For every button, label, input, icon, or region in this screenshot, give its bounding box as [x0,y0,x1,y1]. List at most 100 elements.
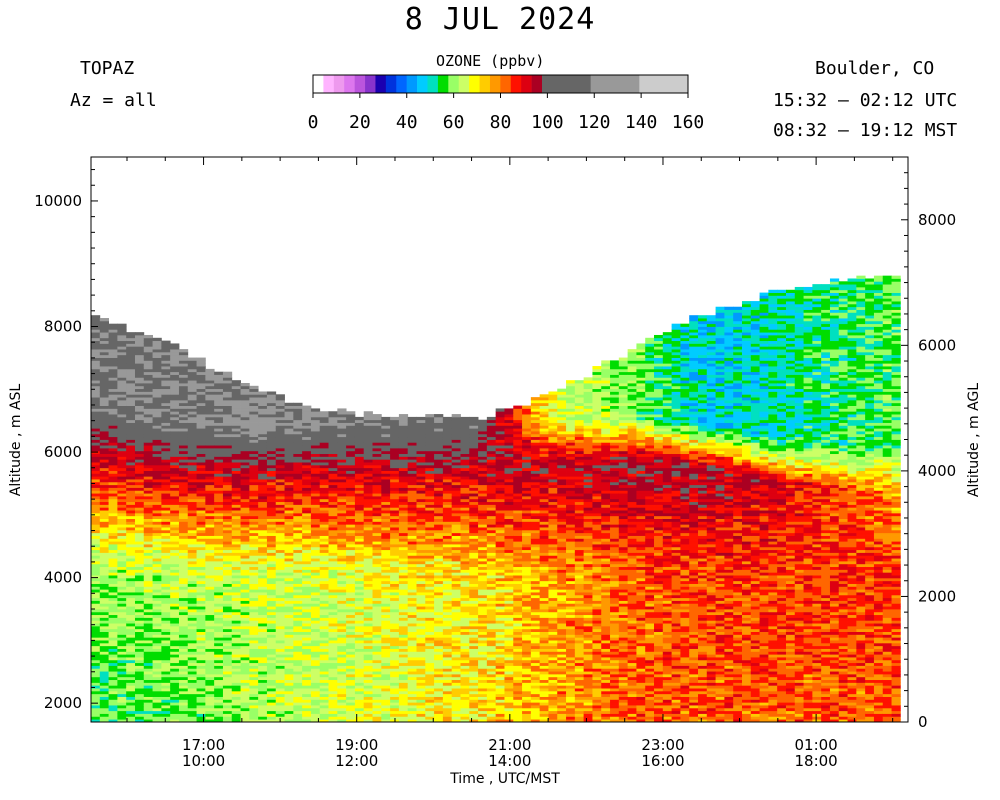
heatmap-cell [231,399,241,404]
heatmap-cell [117,515,127,519]
heatmap-cell [346,541,356,545]
heatmap-cell [354,625,365,630]
heatmap-cell [293,651,303,655]
heatmap-cell [398,705,409,709]
heatmap-cell [434,648,444,652]
heatmap-cell [170,580,180,584]
heatmap-cell [161,422,171,426]
heatmap-cell [354,507,365,511]
heatmap-cell [354,487,365,491]
heatmap-cell [196,645,206,649]
colorbar-swatch [344,75,355,93]
heatmap-cell [425,671,435,675]
heatmap-cell [407,541,417,545]
heatmap-cell [372,679,382,683]
heatmap-cell [390,611,400,616]
heatmap-cell [240,603,250,607]
heatmap-cell [152,662,162,666]
heatmap-cell [143,580,153,584]
heatmap-cell [214,459,224,463]
colorbar-swatch [406,75,418,93]
heatmap-cell [398,479,409,483]
heatmap-cell [99,558,109,562]
heatmap-cell [398,538,409,542]
heatmap-cell [240,682,250,686]
heatmap-cell [266,518,277,522]
heatmap-cell [196,416,206,421]
heatmap-cell [416,436,426,440]
heatmap-cell [108,609,118,613]
heatmap-cell [91,611,101,616]
heatmap-cell [178,538,189,542]
heatmap-cell [196,614,206,618]
heatmap-cell [240,399,250,404]
heatmap-cell [434,431,444,435]
heatmap-cell [319,510,329,514]
heatmap-cell [231,527,241,531]
heatmap-cell [425,532,435,536]
heatmap-cell [293,402,303,406]
heatmap-cell [134,428,145,432]
heatmap-cell [319,496,329,500]
heatmap-cell [372,558,382,562]
heatmap-cell [117,504,127,508]
heatmap-cell [170,637,180,641]
heatmap-cell [231,620,241,624]
heatmap-cell [372,651,382,655]
heatmap-cell [187,515,197,519]
heatmap-cell [310,411,321,415]
heatmap-cell [178,594,189,599]
heatmap-cell [354,521,365,525]
heatmap-cell [337,614,347,618]
heatmap-cell [275,713,285,717]
heatmap-cell [302,657,312,661]
heatmap-cell [214,464,224,469]
heatmap-cell [293,507,303,511]
heatmap-cell [178,560,189,565]
heatmap-cell [178,518,189,522]
heatmap-cell [91,580,101,584]
heatmap-cell [161,572,171,576]
heatmap-cell [266,484,277,488]
heatmap-cell [337,515,347,519]
heatmap-cell [161,535,171,539]
heatmap-cell [222,665,233,669]
heatmap-cell [178,614,189,618]
heatmap-cell [363,642,373,647]
heatmap-cell [117,597,127,601]
heatmap-cell [328,416,338,421]
heatmap-cell [390,501,400,505]
heatmap-cell [249,512,259,517]
heatmap-cell [108,671,118,675]
heatmap-cell [240,577,250,582]
heatmap-cell [222,496,233,500]
heatmap-cell [152,346,162,350]
heatmap-cell [231,659,241,664]
heatmap-cell [143,716,153,720]
heatmap-cell [249,462,259,466]
heatmap-cell [126,634,136,638]
heatmap-cell [266,560,277,565]
heatmap-cell [363,510,373,514]
heatmap-cell [178,640,189,644]
heatmap-cell [134,397,145,401]
heatmap-cell [381,611,391,616]
heatmap-cell [363,445,373,449]
heatmap-cell [134,473,145,477]
heatmap-cell [328,521,338,525]
heatmap-cell [407,535,417,539]
heatmap-cell [205,580,215,584]
heatmap-cell [381,428,391,432]
heatmap-cell [434,532,444,536]
heatmap-cell [319,527,329,531]
heatmap-cell [187,716,197,720]
heatmap-cell [91,719,101,722]
heatmap-cell [354,422,365,426]
heatmap-cell [170,380,180,384]
heatmap-cell [161,399,171,404]
heatmap-cell [249,659,259,664]
heatmap-cell [284,538,294,542]
heatmap-cell [152,560,162,565]
heatmap-cell [134,682,145,686]
heatmap-cell [134,651,145,655]
